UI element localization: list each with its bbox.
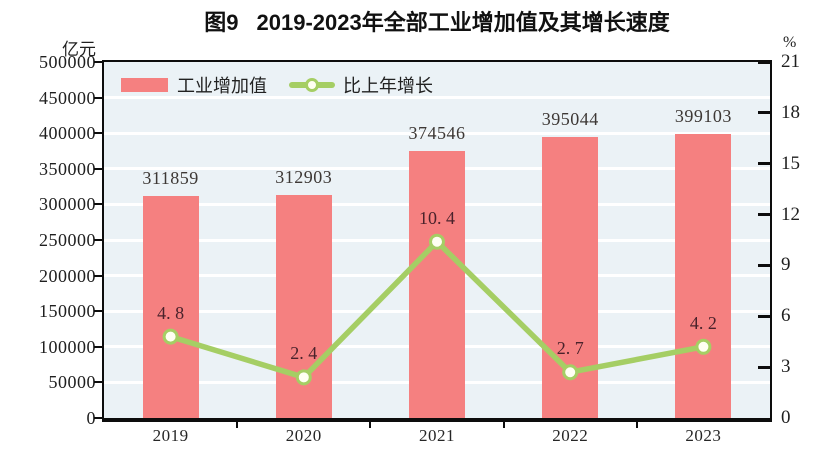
plot-area: 工业增加值 比上年增长 311859 312903 374546 395044 3991… bbox=[102, 60, 772, 422]
right-axis-tick-6 bbox=[758, 314, 770, 318]
right-axis-tick-label-21: 21 bbox=[781, 51, 800, 72]
line-point-2021 bbox=[429, 233, 445, 250]
x-axis-tick-3 bbox=[502, 418, 505, 428]
line-value-label-2023: 4. 2 bbox=[689, 312, 717, 333]
x-axis-label-2022: 2022 bbox=[552, 426, 589, 445]
left-axis-tick-label-100000: 100000 bbox=[39, 336, 96, 357]
right-axis-tick-3 bbox=[758, 365, 770, 369]
left-axis-tick-label-0: 0 bbox=[86, 408, 96, 428]
left-axis-tick-450000 bbox=[94, 96, 104, 99]
right-axis-unit-label: % bbox=[783, 34, 797, 51]
figure-number-label: 图9 bbox=[204, 10, 239, 35]
right-axis-tick-label-18: 18 bbox=[781, 101, 800, 123]
right-axis-tick-15 bbox=[758, 162, 770, 166]
right-axis-tick-label-3: 3 bbox=[781, 356, 791, 378]
left-axis-tick-label-200000: 200000 bbox=[39, 265, 96, 286]
left-axis-tick-label-300000: 300000 bbox=[39, 194, 96, 215]
bar-value-label-2019: 311859 bbox=[142, 167, 199, 188]
left-axis-tick-label-250000: 250000 bbox=[39, 230, 96, 250]
bar-2023 bbox=[675, 133, 732, 418]
left-axis-tick-400000 bbox=[94, 132, 104, 135]
chart-title-text: 2019-2023年全部工业增加值及其增长速度 bbox=[256, 10, 670, 35]
right-axis-tick-21 bbox=[758, 60, 770, 64]
left-axis-tick-label-150000: 150000 bbox=[39, 301, 96, 322]
line-value-label-2021: 10. 4 bbox=[419, 207, 455, 228]
left-axis-tick-350000 bbox=[94, 167, 104, 170]
x-axis-label-2023: 2023 bbox=[685, 426, 722, 445]
left-axis-tick-300000 bbox=[94, 203, 104, 206]
right-axis-tick-18 bbox=[758, 111, 770, 115]
left-axis-tick-label-350000: 350000 bbox=[39, 158, 96, 179]
right-axis-tick-12 bbox=[758, 213, 770, 217]
left-axis-tick-150000 bbox=[94, 310, 104, 313]
legend-line-series-label: 比上年增长 bbox=[343, 76, 433, 96]
gridline bbox=[104, 96, 770, 100]
x-axis-tick-4 bbox=[635, 418, 638, 428]
bar-2019 bbox=[142, 195, 199, 418]
line-point-2022 bbox=[562, 364, 579, 381]
left-axis-tick-label-400000: 400000 bbox=[39, 123, 96, 144]
bar-value-label-2022: 395044 bbox=[541, 108, 599, 129]
bar-2021 bbox=[409, 151, 465, 418]
left-axis-tick-100000 bbox=[94, 345, 104, 348]
x-axis-label-2021: 2021 bbox=[419, 426, 455, 445]
legend-bar-swatch bbox=[121, 78, 168, 92]
left-axis-unit-label: 亿元 bbox=[62, 40, 96, 59]
legend-bar-series-label: 工业增加值 bbox=[177, 76, 267, 96]
left-axis-tick-50000 bbox=[94, 381, 104, 384]
legend: 工业增加值 比上年增长 bbox=[121, 72, 433, 98]
left-axis-tick-500000 bbox=[94, 61, 104, 63]
left-axis-tick-200000 bbox=[94, 274, 104, 277]
line-point-2023 bbox=[695, 338, 712, 355]
growth-line-series bbox=[162, 233, 712, 386]
right-axis-tick-label-12: 12 bbox=[781, 203, 800, 225]
line-value-label-2022: 2. 7 bbox=[556, 338, 584, 359]
x-axis-label-2019: 2019 bbox=[152, 426, 189, 445]
legend-line-dot-icon bbox=[305, 78, 319, 92]
left-axis-tick-250000 bbox=[94, 239, 104, 241]
chart-title: 图9 2019-2023年全部工业增加值及其增长速度 bbox=[104, 5, 770, 37]
line-value-label-2020: 2. 4 bbox=[290, 343, 318, 364]
right-axis-tick-label-15: 15 bbox=[781, 152, 800, 174]
bar-value-label-2021: 374546 bbox=[408, 123, 466, 144]
line-point-2020 bbox=[295, 369, 312, 386]
bar-value-label-2020: 312903 bbox=[275, 167, 333, 188]
right-axis-tick-9 bbox=[758, 263, 770, 267]
gridline bbox=[104, 131, 770, 135]
bar-value-label-2023: 399103 bbox=[674, 105, 732, 126]
right-axis-tick-label-9: 9 bbox=[781, 254, 791, 276]
left-axis-tick-label-500000: 500000 bbox=[39, 52, 96, 72]
x-axis-label-2020: 2020 bbox=[285, 426, 322, 445]
left-axis-tick-label-450000: 450000 bbox=[39, 87, 96, 108]
line-value-label-2019: 4. 8 bbox=[157, 302, 185, 323]
x-axis-tick-2 bbox=[369, 418, 372, 428]
x-axis-tick-1 bbox=[236, 418, 239, 428]
left-axis-tick-label-50000: 50000 bbox=[48, 372, 96, 393]
legend-line-marker bbox=[289, 78, 335, 92]
right-axis-tick-label-0: 0 bbox=[781, 407, 791, 428]
left-axis-tick-0 bbox=[94, 417, 104, 419]
line-point-2019 bbox=[162, 328, 179, 345]
right-axis-tick-label-6: 6 bbox=[781, 305, 791, 327]
